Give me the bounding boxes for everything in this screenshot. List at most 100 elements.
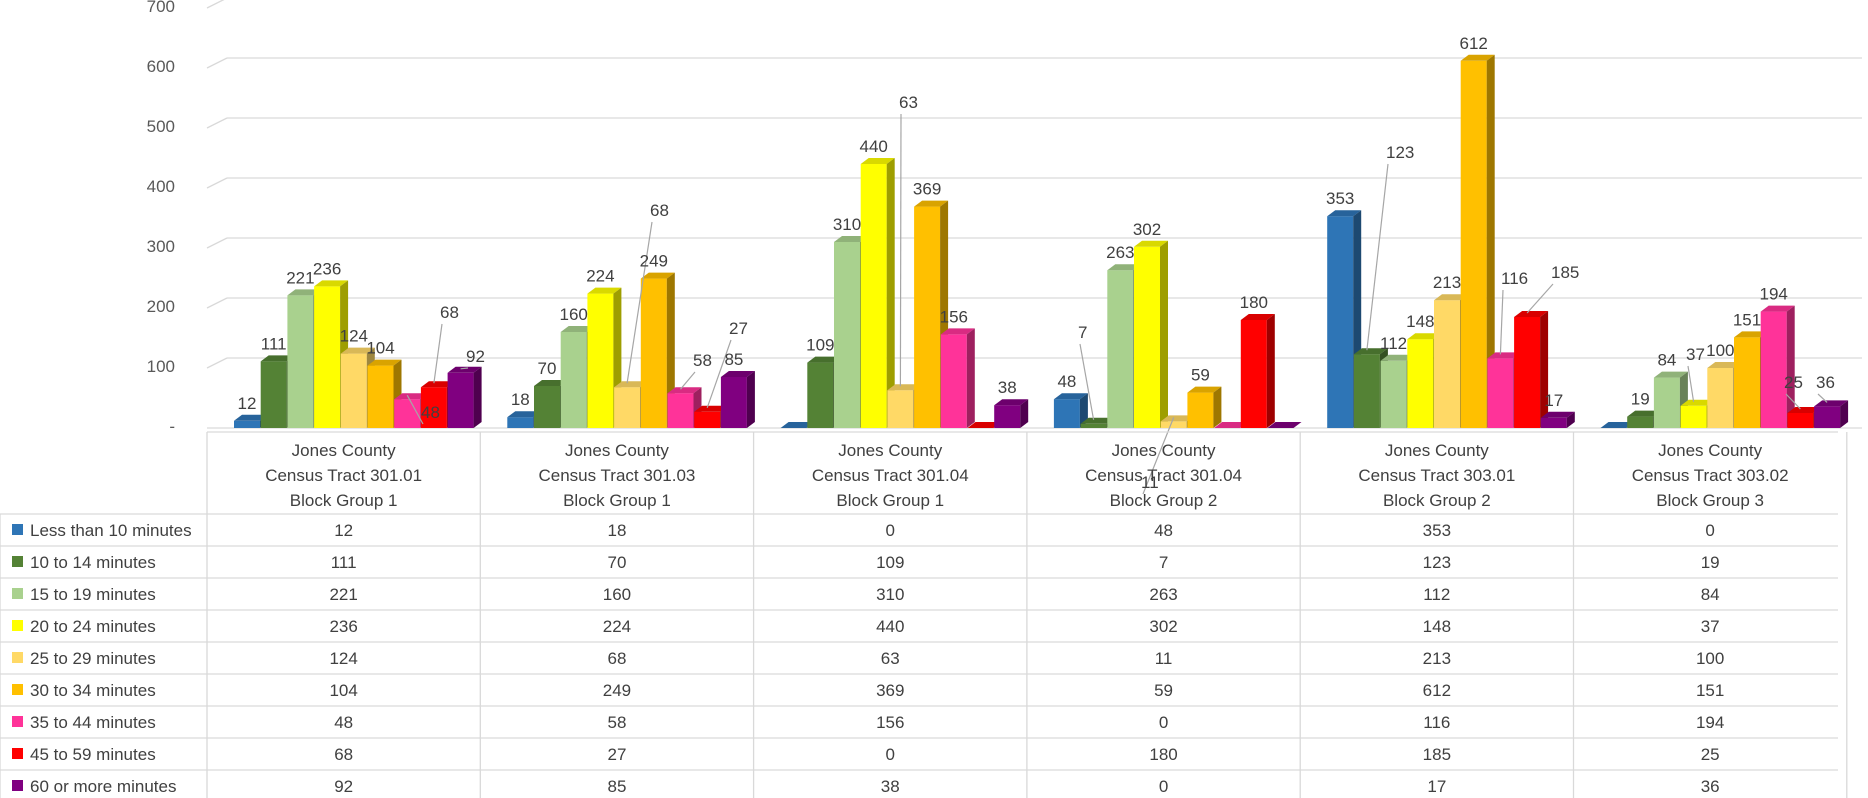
data-label: 369	[913, 180, 941, 199]
table-cell: 70	[607, 553, 626, 572]
data-label: 27	[729, 319, 748, 338]
label-leader	[433, 323, 443, 384]
bar-front	[914, 206, 941, 428]
bar-front	[1760, 311, 1787, 428]
bar	[720, 371, 755, 428]
data-label: 70	[538, 359, 557, 378]
bar-front	[1327, 216, 1354, 428]
data-label: 84	[1657, 351, 1676, 370]
bar-top	[694, 405, 729, 412]
table-cell: 156	[876, 713, 904, 732]
data-label: 224	[586, 267, 614, 286]
bars	[234, 54, 1849, 429]
bar-front	[1540, 417, 1567, 428]
bar-front	[1107, 270, 1134, 428]
data-label: 92	[466, 347, 485, 366]
bar-side	[1840, 400, 1849, 428]
table-cell: 263	[1149, 585, 1177, 604]
bar-side	[1266, 314, 1275, 428]
category-label: Jones County	[1385, 441, 1489, 460]
bar-front	[1707, 368, 1734, 428]
category-label: Census Tract 301.04	[1085, 466, 1242, 485]
data-label: 25	[1784, 373, 1803, 392]
category-label: Jones County	[1658, 441, 1762, 460]
table-cell: 27	[607, 745, 626, 764]
table-cell: 11	[1155, 649, 1173, 668]
bar-top	[447, 366, 482, 373]
label-leader	[1499, 289, 1504, 355]
data-label: 124	[340, 327, 368, 346]
legend-key	[12, 748, 23, 759]
bar-side	[1020, 399, 1029, 428]
data-label: 18	[511, 390, 530, 409]
legend-key	[12, 556, 23, 567]
data-label: 263	[1106, 243, 1134, 262]
bar	[1514, 311, 1549, 428]
table-cell: 116	[1423, 713, 1450, 732]
data-label: 48	[421, 403, 440, 422]
bar	[994, 399, 1029, 428]
category-label: Block Group 2	[1110, 491, 1218, 510]
data-label: 36	[1816, 373, 1835, 392]
bar	[1540, 411, 1575, 428]
bar-top	[1214, 422, 1249, 428]
table-cell: 123	[1423, 553, 1451, 572]
bar-top	[1600, 422, 1635, 428]
data-label: 59	[1191, 366, 1210, 385]
table-cell: 12	[334, 521, 353, 540]
table-cell: 0	[1159, 713, 1168, 732]
bar-top	[1107, 264, 1142, 271]
bar-top	[940, 328, 975, 335]
bar-top	[1134, 240, 1168, 247]
bar-front	[1407, 339, 1434, 428]
label-leader	[899, 113, 902, 387]
bar-front	[340, 353, 367, 428]
data-label: 112	[1380, 334, 1407, 353]
bar-side	[1486, 54, 1495, 429]
bar-front	[1434, 300, 1460, 428]
data-label: 37	[1686, 345, 1705, 364]
bar-top	[1460, 54, 1495, 61]
category-label: Census Tract 303.02	[1632, 466, 1789, 485]
legend-key	[12, 684, 23, 695]
legend-key	[12, 652, 23, 663]
table-cell: 151	[1696, 681, 1724, 700]
bar	[1214, 422, 1249, 429]
gridlines	[206, 0, 1862, 429]
data-label: 68	[650, 201, 669, 220]
bar-top	[287, 289, 322, 296]
table-cell: 63	[881, 649, 900, 668]
bar	[667, 387, 702, 428]
bar-top	[667, 387, 702, 394]
series-name: 15 to 19 minutes	[30, 585, 156, 604]
bar-front	[287, 295, 314, 428]
label-leader	[1526, 283, 1554, 314]
bar-top	[1187, 386, 1222, 393]
bar-front	[260, 361, 287, 428]
bar-side	[1160, 240, 1168, 428]
bar-top	[1707, 362, 1742, 368]
table-cell: 0	[1705, 521, 1714, 540]
bar	[447, 366, 482, 428]
table-cell: 18	[607, 521, 626, 540]
data-label: 100	[1706, 341, 1734, 360]
label-leader	[706, 339, 732, 408]
label-leader	[680, 371, 696, 390]
data-label: 85	[724, 350, 743, 369]
bar-top	[1407, 333, 1442, 340]
label-leader	[460, 367, 469, 370]
bar-top	[720, 371, 755, 377]
category-label: Jones County	[565, 441, 669, 460]
table-cell: 36	[1701, 777, 1720, 796]
data-label: 440	[860, 137, 888, 156]
legend-key	[12, 716, 23, 727]
bar-side	[1079, 393, 1088, 428]
bar-front	[694, 411, 721, 428]
table-cell: 68	[334, 745, 353, 764]
category-label: Census Tract 301.03	[539, 466, 696, 485]
series-name: 25 to 29 minutes	[30, 649, 156, 668]
bar-front	[1627, 416, 1654, 428]
bar-top	[1053, 393, 1088, 400]
bar-top	[1514, 311, 1549, 317]
table-cell: 310	[876, 585, 904, 604]
